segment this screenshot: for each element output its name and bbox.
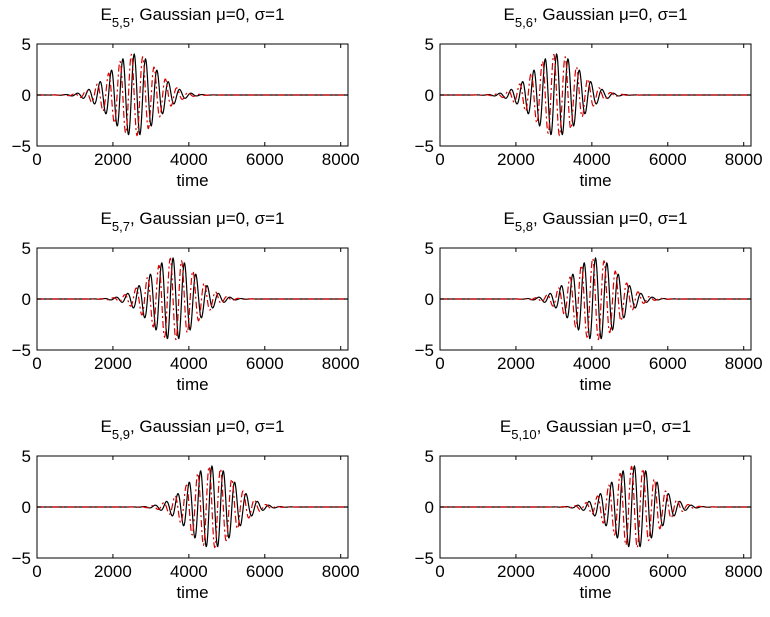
y-tick-label: −5 bbox=[12, 341, 31, 360]
x-tick-label: 2000 bbox=[94, 150, 132, 169]
x-tick-label: 2000 bbox=[94, 562, 132, 581]
x-tick-label: 0 bbox=[435, 150, 444, 169]
y-tick-label: 5 bbox=[22, 239, 31, 258]
y-tick-label: 5 bbox=[22, 35, 31, 54]
x-tick-label: 8000 bbox=[725, 562, 763, 581]
series-line-2 bbox=[440, 465, 751, 549]
title-subscript: 5,8 bbox=[515, 219, 533, 234]
y-tick-label: 0 bbox=[22, 290, 31, 309]
y-tick-label: 0 bbox=[425, 498, 434, 517]
chart-title: E5,10, Gaussian μ=0, σ=1 bbox=[500, 417, 691, 442]
y-tick-label: −5 bbox=[415, 137, 434, 156]
x-tick-label: 2000 bbox=[497, 562, 535, 581]
x-tick-label: 8000 bbox=[322, 562, 360, 581]
title-subscript: 5,9 bbox=[112, 427, 130, 442]
chart-title: E5,6, Gaussian μ=0, σ=1 bbox=[504, 5, 688, 30]
x-tick-label: 6000 bbox=[246, 354, 284, 373]
title-suffix: , Gaussian μ=0, σ=1 bbox=[533, 5, 688, 24]
x-tick-label: 4000 bbox=[170, 150, 208, 169]
x-tick-label: 0 bbox=[32, 150, 41, 169]
chart-title: E5,7, Gaussian μ=0, σ=1 bbox=[101, 209, 285, 234]
x-tick-label: 0 bbox=[435, 562, 444, 581]
x-tick-label: 8000 bbox=[725, 354, 763, 373]
x-tick-label: 0 bbox=[32, 562, 41, 581]
x-axis-label: time bbox=[176, 171, 208, 190]
x-axis-label: time bbox=[176, 375, 208, 394]
y-tick-label: −5 bbox=[415, 549, 434, 568]
title-subscript: 5,5 bbox=[112, 15, 130, 30]
series-line-1 bbox=[440, 464, 751, 548]
series-line-2 bbox=[440, 53, 751, 137]
x-tick-label: 2000 bbox=[497, 354, 535, 373]
x-tick-label: 6000 bbox=[246, 562, 284, 581]
title-subscript: 5,7 bbox=[112, 219, 130, 234]
title-prefix: E bbox=[500, 417, 511, 436]
x-tick-label: 6000 bbox=[649, 354, 687, 373]
title-subscript: 5,6 bbox=[515, 15, 533, 30]
x-axis-label: time bbox=[176, 583, 208, 602]
title-suffix: , Gaussian μ=0, σ=1 bbox=[130, 5, 285, 24]
title-subscript: 5,10 bbox=[511, 427, 536, 442]
x-tick-label: 0 bbox=[435, 354, 444, 373]
y-tick-label: 5 bbox=[22, 447, 31, 466]
x-tick-label: 4000 bbox=[573, 562, 611, 581]
chart-title: E5,9, Gaussian μ=0, σ=1 bbox=[101, 417, 285, 442]
title-prefix: E bbox=[101, 209, 112, 228]
y-tick-label: −5 bbox=[12, 137, 31, 156]
y-tick-label: 0 bbox=[22, 498, 31, 517]
x-axis-label: time bbox=[579, 171, 611, 190]
x-tick-label: 2000 bbox=[497, 150, 535, 169]
title-suffix: , Gaussian μ=0, σ=1 bbox=[533, 209, 688, 228]
x-tick-label: 0 bbox=[32, 354, 41, 373]
title-prefix: E bbox=[504, 5, 515, 24]
series-line-2 bbox=[37, 53, 348, 137]
x-tick-label: 4000 bbox=[170, 562, 208, 581]
series-line-2 bbox=[440, 257, 751, 341]
x-tick-label: 6000 bbox=[649, 562, 687, 581]
x-tick-label: 4000 bbox=[573, 354, 611, 373]
x-tick-label: 6000 bbox=[649, 150, 687, 169]
title-prefix: E bbox=[101, 5, 112, 24]
series-line-1 bbox=[37, 256, 348, 340]
x-axis-label: time bbox=[579, 583, 611, 602]
y-tick-label: −5 bbox=[12, 549, 31, 568]
x-tick-label: 6000 bbox=[246, 150, 284, 169]
series-line-2 bbox=[37, 257, 348, 341]
x-tick-label: 4000 bbox=[170, 354, 208, 373]
x-axis-label: time bbox=[579, 375, 611, 394]
title-suffix: , Gaussian μ=0, σ=1 bbox=[130, 417, 285, 436]
y-tick-label: 5 bbox=[425, 35, 434, 54]
title-prefix: E bbox=[101, 417, 112, 436]
chart-title: E5,8, Gaussian μ=0, σ=1 bbox=[504, 209, 688, 234]
x-tick-label: 4000 bbox=[573, 150, 611, 169]
title-prefix: E bbox=[504, 209, 515, 228]
y-tick-label: 0 bbox=[425, 290, 434, 309]
chart-title: E5,5, Gaussian μ=0, σ=1 bbox=[101, 5, 285, 30]
x-tick-label: 8000 bbox=[725, 150, 763, 169]
y-tick-label: −5 bbox=[415, 341, 434, 360]
x-tick-label: 2000 bbox=[94, 354, 132, 373]
title-suffix: , Gaussian μ=0, σ=1 bbox=[130, 209, 285, 228]
title-suffix: , Gaussian μ=0, σ=1 bbox=[537, 417, 692, 436]
x-tick-label: 8000 bbox=[322, 354, 360, 373]
series-line-2 bbox=[37, 465, 348, 549]
y-tick-label: 0 bbox=[22, 86, 31, 105]
y-tick-label: 5 bbox=[425, 239, 434, 258]
y-tick-label: 5 bbox=[425, 447, 434, 466]
y-tick-label: 0 bbox=[425, 86, 434, 105]
x-tick-label: 8000 bbox=[322, 150, 360, 169]
